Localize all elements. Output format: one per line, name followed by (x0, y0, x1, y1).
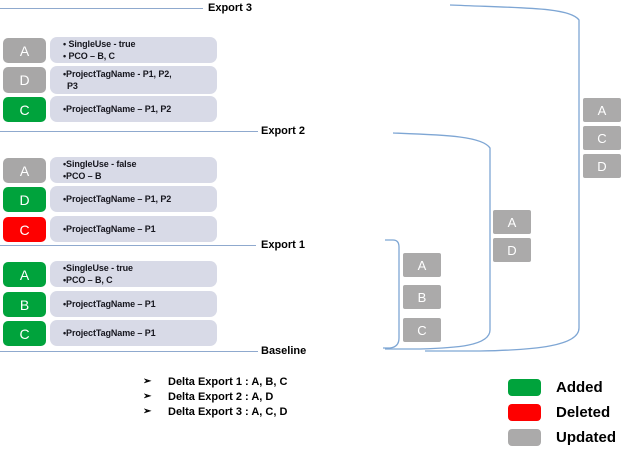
delta-item: ➢ Delta Export 2 : A, D (143, 389, 287, 404)
change-detail-panel: • SingleUse - true • PCO – B, C (50, 37, 217, 63)
legend-row-deleted: Deleted (508, 400, 616, 425)
detail-line: •ProjectTagName – P1, P2 (63, 194, 172, 204)
arrow-bullet-icon: ➢ (143, 406, 152, 417)
detail-line: •SingleUse - false (63, 159, 137, 169)
bracket-export1 (383, 239, 400, 349)
export3-line (0, 8, 203, 9)
added-swatch (508, 379, 541, 396)
arrow-bullet-icon: ➢ (143, 376, 152, 387)
baseline-line (0, 351, 258, 352)
tag-box-c: C (3, 97, 46, 122)
cluster-export2-box-a: A (493, 210, 531, 234)
legend-row-added: Added (508, 375, 616, 400)
detail-line: P3 (67, 81, 78, 91)
tag-box-d: D (3, 67, 46, 93)
tag-box-c: C (3, 217, 46, 242)
delta-text: Delta Export 1 : A, B, C (168, 375, 288, 388)
change-detail-panel: •SingleUse - false •PCO – B (50, 157, 217, 183)
cluster-export3-box-d: D (583, 154, 621, 178)
cluster-export2-box-d: D (493, 238, 531, 262)
delta-text: Delta Export 2 : A, D (168, 390, 274, 403)
legend: Added Deleted Updated (508, 375, 616, 450)
cluster-export1-box-c: C (403, 318, 441, 342)
cluster-export1-box-a: A (403, 253, 441, 277)
detail-line: •ProjectTagName - P1, P2, (63, 69, 172, 79)
delta-text: Delta Export 3 : A, C, D (168, 405, 288, 418)
change-detail-panel: •ProjectTagName – P1 (50, 291, 217, 317)
tag-box-a: A (3, 262, 46, 287)
legend-label: Deleted (556, 404, 611, 421)
bracket-export3 (425, 4, 580, 352)
export1-label: Export 1 (261, 239, 306, 251)
legend-row-updated: Updated (508, 425, 616, 450)
legend-label: Updated (556, 429, 616, 446)
export3-label: Export 3 (208, 2, 253, 14)
arrow-bullet-icon: ➢ (143, 391, 152, 402)
change-detail-panel: •ProjectTagName – P1, P2 (50, 96, 217, 122)
detail-line: •SingleUse - true (63, 263, 133, 273)
change-detail-panel: •ProjectTagName – P1 (50, 320, 217, 346)
bracket-export2 (385, 132, 491, 350)
tag-box-a: A (3, 38, 46, 63)
delta-summary-list: ➢ Delta Export 1 : A, B, C ➢ Delta Expor… (143, 374, 287, 419)
detail-line: •PCO – B (63, 171, 102, 181)
change-detail-panel: •ProjectTagName – P1 (50, 216, 217, 242)
detail-line: •ProjectTagName – P1 (63, 299, 156, 309)
export2-line (0, 131, 258, 132)
detail-line: •ProjectTagName – P1 (63, 328, 156, 338)
updated-swatch (508, 429, 541, 446)
detail-line: •ProjectTagName – P1, P2 (63, 104, 172, 114)
baseline-label: Baseline (261, 345, 307, 357)
tag-box-a: A (3, 158, 46, 183)
tag-box-b: B (3, 292, 46, 317)
detail-line: •PCO – B, C (63, 275, 113, 285)
tag-box-d: D (3, 187, 46, 212)
export1-line (0, 245, 256, 246)
delta-item: ➢ Delta Export 3 : A, C, D (143, 404, 287, 419)
detail-line: •ProjectTagName – P1 (63, 224, 156, 234)
deleted-swatch (508, 404, 541, 421)
export2-label: Export 2 (261, 125, 306, 137)
detail-line: • PCO – B, C (63, 51, 115, 61)
cluster-export3-box-a: A (583, 98, 621, 122)
delta-item: ➢ Delta Export 1 : A, B, C (143, 374, 287, 389)
tag-box-c: C (3, 321, 46, 346)
change-detail-panel: •SingleUse - true •PCO – B, C (50, 261, 217, 287)
cluster-export3-box-c: C (583, 126, 621, 150)
legend-label: Added (556, 379, 603, 396)
change-detail-panel: •ProjectTagName - P1, P2, P3 (50, 66, 217, 94)
detail-line: • SingleUse - true (63, 39, 136, 49)
change-detail-panel: •ProjectTagName – P1, P2 (50, 186, 217, 212)
cluster-export1-box-b: B (403, 285, 441, 309)
